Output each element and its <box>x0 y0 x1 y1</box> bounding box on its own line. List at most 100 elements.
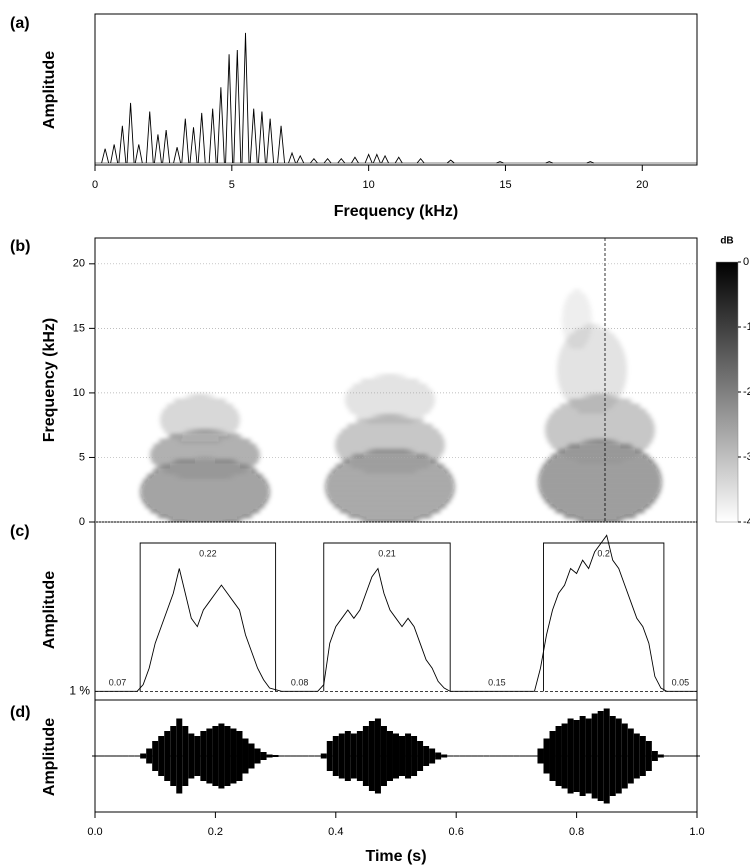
waveform-segment <box>284 755 291 757</box>
panel-label: (a) <box>10 15 30 32</box>
waveform-segment <box>694 755 700 757</box>
x-tick-label: 0.0 <box>87 826 102 838</box>
waveform-segment <box>531 755 538 757</box>
x-tick-label: 0.6 <box>449 826 464 838</box>
spectral-peak <box>545 161 553 164</box>
waveform-segment <box>615 718 622 794</box>
spectral-peak <box>208 108 217 164</box>
waveform-segment <box>537 748 544 764</box>
x-tick-label: 5 <box>229 179 235 191</box>
waveform-segment <box>92 755 98 757</box>
waveform-segment <box>633 733 640 779</box>
spectrogram-blob <box>160 395 240 445</box>
y-axis-label: Frequency (kHz) <box>41 318 58 442</box>
envelope-line <box>95 534 697 692</box>
waveform-segment <box>543 738 550 774</box>
spectral-peak <box>381 154 389 164</box>
waveform-segment <box>429 748 436 764</box>
waveform-segment <box>501 755 508 757</box>
spectral-peak <box>233 50 242 164</box>
y-tick-label: 10 <box>73 387 85 399</box>
spectral-peak <box>110 144 119 164</box>
colorbar-tick-label: 0 <box>743 256 749 268</box>
waveform-segment <box>669 755 676 757</box>
waveform-segment <box>447 755 454 757</box>
x-tick-label: 1.0 <box>689 826 704 838</box>
waveform-segment <box>314 755 321 757</box>
waveform-segment <box>320 753 327 759</box>
spectral-peak <box>216 87 225 164</box>
waveform-segment <box>224 726 231 786</box>
colorbar-tick-label: -40 <box>743 516 750 528</box>
waveform-segment <box>260 752 267 760</box>
waveform-segment <box>176 718 183 794</box>
waveform-segment <box>621 723 628 789</box>
spectral-peak <box>126 102 135 164</box>
waveform-segment <box>194 736 201 776</box>
spectral-peak <box>249 108 258 164</box>
spectral-peak <box>134 144 143 164</box>
y-axis-label: Amplitude <box>41 718 58 796</box>
waveform-segment <box>663 755 670 757</box>
y-tick-label: 20 <box>73 258 85 270</box>
waveform-segment <box>585 718 592 794</box>
duration-label: 0.2 <box>597 548 610 558</box>
spectrogram-blob <box>335 415 445 475</box>
panel-label: (d) <box>10 704 30 721</box>
waveform-segment <box>651 751 658 761</box>
spectral-peak <box>364 153 373 164</box>
waveform-segment <box>386 731 393 781</box>
spectral-peak <box>118 125 127 164</box>
y-tick-label: 15 <box>73 322 85 334</box>
waveform-segment <box>266 754 273 758</box>
spectral-peak <box>173 147 182 164</box>
waveform-segment <box>525 755 532 757</box>
waveform-segment <box>393 733 399 779</box>
waveform-segment <box>182 726 189 786</box>
waveform-segment <box>290 755 297 757</box>
spectral-peak <box>277 125 286 164</box>
waveform-segment <box>405 733 412 779</box>
waveform-segment <box>519 755 526 757</box>
waveform-segment <box>657 754 664 758</box>
waveform-segment <box>344 731 351 781</box>
y-axis-label: Amplitude <box>41 51 58 129</box>
waveform-segment <box>513 755 520 757</box>
waveform-segment <box>495 755 502 757</box>
colorbar-tick-label: -30 <box>743 451 750 463</box>
colorbar-title: dB <box>720 236 733 247</box>
waveform-segment <box>338 733 345 779</box>
y-axis-label: Amplitude <box>41 571 58 649</box>
waveform-segment <box>332 736 339 776</box>
spectral-peak <box>496 161 504 164</box>
x-tick-label: 0.2 <box>208 826 223 838</box>
waveform-segment <box>483 755 490 757</box>
waveform-segment <box>417 741 424 771</box>
waveform-segment <box>158 736 165 776</box>
waveform-segment <box>230 728 237 784</box>
spectral-peak <box>241 32 250 164</box>
waveform-segment <box>380 726 387 786</box>
segment-box <box>543 542 665 692</box>
spectral-peak <box>153 134 162 164</box>
waveform-segment <box>296 755 303 757</box>
colorbar-tick-label: -20 <box>743 386 750 398</box>
waveform-segment <box>152 741 159 771</box>
gap-label: 0.07 <box>109 678 127 688</box>
x-axis-label: Time (s) <box>365 848 426 865</box>
spectral-peak <box>394 156 403 164</box>
waveform-segment <box>164 731 171 781</box>
gap-label: 0.08 <box>291 678 309 688</box>
segment-box <box>323 542 451 692</box>
waveform-segment <box>104 755 111 757</box>
panel-frame <box>94 13 698 166</box>
waveform-segment <box>254 748 261 764</box>
waveform-segment <box>411 736 418 776</box>
waveform-segment <box>134 755 141 757</box>
spectral-peak <box>181 118 190 164</box>
waveform-segment <box>603 708 610 804</box>
waveform-segment <box>122 755 129 757</box>
waveform-segment <box>549 731 556 781</box>
spectral-peak <box>351 156 359 164</box>
spectral-peak <box>288 151 296 164</box>
